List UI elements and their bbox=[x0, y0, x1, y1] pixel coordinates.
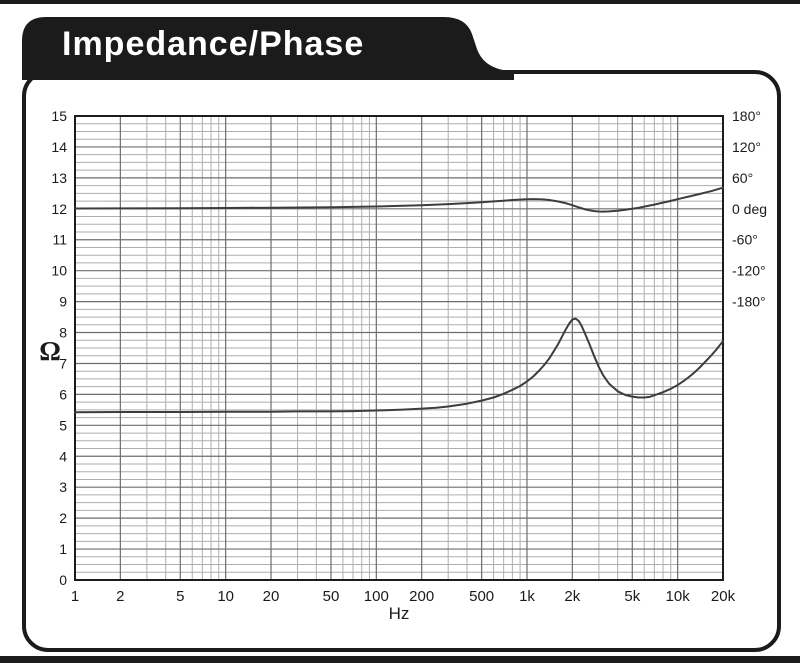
y-right-tick-label: 180° bbox=[732, 108, 761, 124]
y-left-tick-label: 14 bbox=[51, 139, 67, 155]
y-right-tick-label: 0 deg bbox=[732, 201, 767, 217]
y-left-tick-label: 11 bbox=[52, 232, 67, 248]
x-tick-label: 5 bbox=[176, 588, 184, 605]
x-tick-label: 20k bbox=[711, 588, 736, 605]
y-left-tick-label: 12 bbox=[51, 201, 67, 217]
impedance-curve bbox=[74, 317, 724, 414]
x-tick-label: 50 bbox=[323, 588, 340, 605]
top-edge-strip bbox=[0, 0, 800, 4]
x-tick-label: 2 bbox=[116, 588, 124, 605]
y-left-tick-label: 13 bbox=[51, 170, 67, 186]
x-tick-label: 100 bbox=[364, 588, 389, 605]
y-left-tick-label: 2 bbox=[59, 510, 67, 526]
y-right-tick-label: -60° bbox=[732, 232, 758, 248]
y-right-tick-label: -120° bbox=[732, 263, 766, 279]
x-tick-label: 2k bbox=[564, 588, 580, 605]
plot-border bbox=[74, 115, 724, 581]
grid-minor bbox=[75, 116, 723, 580]
y-left-tick-label: 5 bbox=[59, 417, 67, 433]
y-left-tick-label: 4 bbox=[59, 448, 67, 464]
title-banner bbox=[22, 17, 514, 80]
x-tick-label: 10 bbox=[217, 588, 234, 605]
y-left-tick-label: 10 bbox=[51, 263, 67, 279]
y-left-tick-label: 8 bbox=[59, 325, 67, 341]
y-right-tick-label: 60° bbox=[732, 170, 753, 186]
x-tick-label: 1 bbox=[71, 588, 79, 605]
x-tick-label: 10k bbox=[666, 588, 691, 605]
x-tick-labels: 1 2 5 10 20 50 100 200 500 1k 2k 5k 10k 20k bbox=[71, 588, 736, 605]
title-tab-shape bbox=[22, 17, 514, 80]
y-right-tick-label: -180° bbox=[732, 294, 766, 310]
x-tick-label: 5k bbox=[624, 588, 640, 605]
y-right-tick-label: 120° bbox=[732, 139, 761, 155]
y-left-tick-label: 0 bbox=[59, 572, 67, 588]
phase-curve bbox=[74, 186, 724, 213]
y-left-tick-label: 9 bbox=[59, 294, 67, 310]
curves bbox=[74, 186, 724, 414]
x-tick-label: 200 bbox=[409, 588, 434, 605]
y-axis-label: Ω bbox=[39, 336, 61, 366]
y-left-tick-label: 6 bbox=[59, 386, 67, 402]
chart-title: Impedance/Phase bbox=[62, 25, 365, 63]
grid-major bbox=[75, 116, 723, 580]
y-left-tick-label: 15 bbox=[51, 108, 67, 124]
y-right-tick-labels: 180° 120° 60° 0 deg -60° -120° -180° bbox=[732, 108, 767, 310]
y-left-tick-label: 1 bbox=[59, 541, 67, 557]
bottom-edge-strip bbox=[0, 656, 800, 663]
x-tick-label: 500 bbox=[469, 588, 494, 605]
x-tick-label: 1k bbox=[519, 588, 535, 605]
x-axis-label: Hz bbox=[388, 604, 410, 623]
x-tick-label: 20 bbox=[263, 588, 280, 605]
y-left-tick-label: 3 bbox=[59, 479, 67, 495]
y-left-tick-label: 7 bbox=[59, 355, 67, 371]
